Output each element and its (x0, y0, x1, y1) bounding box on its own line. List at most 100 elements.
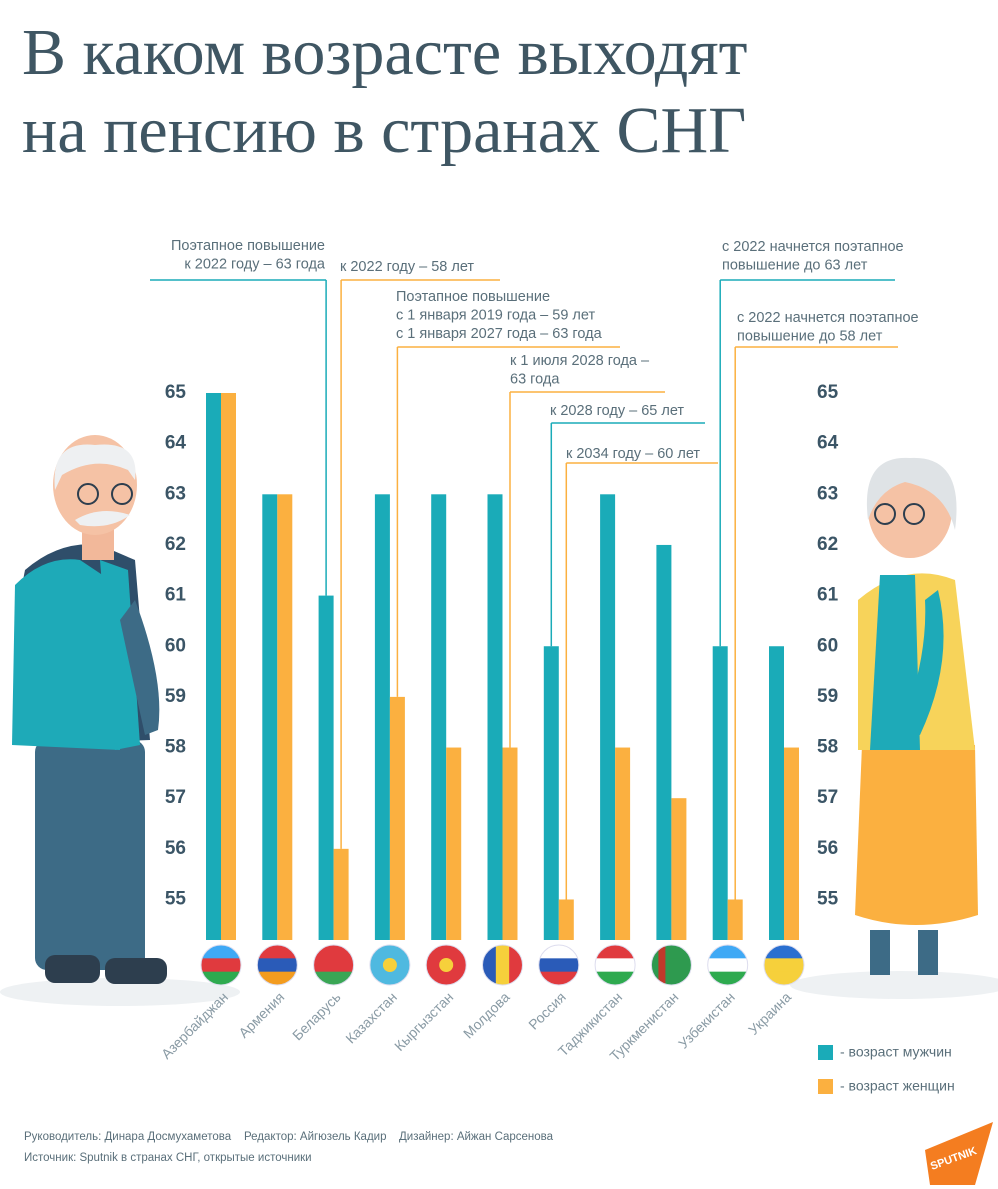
annotation-text: к 2034 году – 60 лет (566, 446, 700, 462)
flag-stripe (482, 945, 497, 985)
category-label: Россия (525, 989, 569, 1033)
flag-stripe (538, 945, 579, 959)
flag-border (538, 944, 580, 986)
y-tick-label: 56 (165, 838, 186, 859)
flag-stripe (707, 971, 748, 985)
category-label: Казахстан (342, 989, 400, 1047)
annotation-leader (550, 422, 705, 647)
bar (446, 747, 462, 940)
bar (389, 696, 405, 940)
flag-border (256, 944, 298, 986)
annotation-text: 63 года (510, 372, 560, 388)
bar (374, 494, 390, 940)
flag (651, 945, 692, 985)
flag-stripe (313, 958, 354, 973)
flag-stripe (369, 971, 410, 985)
flag-border (369, 944, 411, 986)
legend-swatch (818, 1045, 833, 1060)
bar (502, 747, 518, 940)
legend-label: - возраст мужчин (840, 1044, 952, 1060)
credit: Руководитель: Динара Досмухаметова (24, 1131, 232, 1143)
category-label: Узбекистан (675, 989, 738, 1052)
flag-stripe (313, 945, 354, 959)
bar (431, 494, 447, 940)
bar (784, 747, 799, 940)
y-tick-label-right: 57 (817, 787, 838, 808)
flag-stripe (707, 958, 748, 973)
bar (487, 494, 503, 940)
bar (221, 393, 236, 940)
ground (790, 971, 998, 999)
flag-stripe (313, 971, 354, 985)
annotation-text: повышение до 58 лет (737, 329, 883, 345)
y-tick-label: 65 (165, 382, 187, 403)
flag-stripe (201, 945, 241, 959)
y-tick-label-right: 64 (817, 433, 839, 454)
legend-swatch (818, 1079, 833, 1094)
annotation-leader (565, 462, 718, 900)
y-tick-label: 61 (165, 585, 187, 606)
y-tick-label-right: 60 (817, 635, 838, 656)
source: Источник: Sputnik в странах СНГ, открыты… (24, 1152, 312, 1164)
flag-stripe (707, 945, 748, 959)
bar (600, 494, 616, 940)
annotation-text: к 2022 году – 58 лет (340, 259, 474, 275)
y-tick-label: 63 (165, 483, 186, 504)
annotation-text: с 2022 начнется поэтапное (737, 310, 919, 326)
bar (558, 899, 574, 940)
grandfather-illustration (12, 435, 167, 984)
flag-stripe (595, 945, 636, 959)
flag-stripe (426, 945, 467, 959)
flag-border (482, 944, 523, 986)
annotation-text: Поэтапное повышение (396, 289, 550, 305)
y-tick-label-right: 55 (817, 888, 839, 909)
flag-stripe (595, 958, 636, 973)
flag (369, 945, 410, 985)
y-tick-label-right: 65 (817, 382, 839, 403)
annotation-text: к 2028 году – 65 лет (550, 403, 684, 419)
flag-sun (439, 958, 454, 972)
flag-stripe (426, 971, 467, 985)
annotation-leader (340, 279, 500, 849)
logo-shape (925, 1122, 993, 1185)
annotation-text: с 1 января 2019 года – 59 лет (396, 308, 595, 324)
flag (538, 945, 579, 985)
category-label: Беларусь (289, 989, 344, 1044)
y-tick-label-right: 59 (817, 686, 838, 707)
annotation-text: к 1 июля 2028 года – (510, 353, 650, 369)
annotation-leader (150, 279, 327, 596)
bar (727, 899, 743, 940)
flag-stripe (257, 958, 298, 973)
y-tick-label: 60 (165, 635, 186, 656)
category-label: Молдова (460, 989, 513, 1042)
flag-stripe (764, 958, 804, 973)
flag-stripe (257, 945, 298, 959)
flag (201, 945, 241, 985)
bar (262, 494, 278, 940)
bar (543, 646, 559, 940)
annotation-leader (734, 346, 898, 900)
annotation-text: с 1 января 2027 года – 63 года (396, 326, 603, 342)
flag-stripe (509, 945, 523, 985)
y-tick-label: 55 (165, 888, 187, 909)
flag (257, 945, 298, 985)
flag (707, 945, 748, 985)
bar (333, 848, 349, 940)
flag-stripe (495, 945, 510, 985)
flag-stripe (595, 971, 636, 985)
bar (318, 595, 334, 940)
y-tick-label: 62 (165, 534, 186, 555)
bar (206, 393, 221, 940)
annotation-text: с 2022 начнется поэтапное (722, 239, 904, 255)
category-label: Армения (235, 989, 287, 1041)
annotation-text: повышение до 63 лет (722, 258, 868, 274)
flag-stripe (651, 945, 692, 959)
flag (313, 945, 354, 985)
y-tick-label: 64 (165, 433, 187, 454)
y-tick-label-right: 58 (817, 737, 838, 758)
flag-stripe (257, 971, 298, 985)
flag-stripe (764, 945, 804, 959)
flag (595, 945, 636, 985)
category-label: Кыргызстан (391, 989, 456, 1054)
